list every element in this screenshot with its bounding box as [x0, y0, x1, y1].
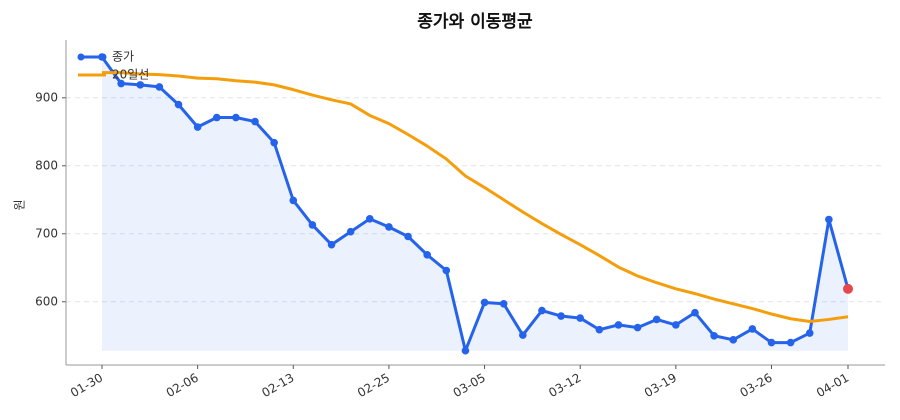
point — [212, 113, 221, 122]
point — [595, 325, 604, 334]
x-tick-label: 03-19 — [642, 371, 679, 401]
point — [346, 227, 355, 236]
chart-title: 종가와 이동평균 — [417, 12, 533, 32]
x-tick-label: 02-06 — [164, 371, 201, 401]
point — [557, 312, 565, 320]
y-tick-label: 600 — [35, 294, 58, 308]
legend-label: 종가 — [112, 50, 134, 64]
point — [729, 336, 738, 344]
point — [748, 325, 757, 333]
point — [633, 323, 642, 332]
point — [404, 232, 412, 241]
point — [385, 223, 393, 231]
point — [672, 321, 680, 329]
y-tick-label: 800 — [35, 158, 58, 172]
point — [710, 331, 718, 340]
point — [232, 113, 240, 122]
point — [480, 298, 489, 307]
point — [499, 300, 508, 308]
point — [519, 331, 527, 339]
point — [652, 315, 661, 324]
y-tick-label: 700 — [35, 226, 58, 240]
y-axis-label: 원 — [13, 199, 27, 210]
point — [767, 338, 776, 347]
point — [136, 81, 145, 89]
point — [691, 308, 699, 317]
x-tick-label: 03-12 — [546, 371, 583, 401]
point — [193, 123, 202, 131]
point — [270, 138, 278, 147]
point — [155, 83, 164, 91]
point — [174, 100, 183, 109]
point — [843, 283, 853, 294]
point — [327, 240, 336, 249]
point — [117, 79, 125, 88]
series-line — [102, 71, 849, 323]
point — [614, 321, 623, 329]
area-fill — [102, 56, 848, 351]
point — [825, 215, 833, 224]
x-tick-label: 03-26 — [738, 371, 775, 401]
point — [538, 306, 546, 315]
legend-marker — [99, 53, 107, 61]
x-tick-label: 02-25 — [355, 371, 392, 401]
x-tick-label: 01-30 — [68, 371, 105, 401]
point — [805, 329, 814, 337]
x-tick-label: 03-05 — [451, 371, 488, 401]
point — [365, 215, 374, 223]
point — [786, 338, 795, 347]
point — [442, 266, 451, 275]
legend-marker — [77, 53, 85, 61]
x-tick-label: 04-01 — [814, 371, 851, 401]
point — [251, 117, 259, 126]
legend-label: 20일선 — [112, 68, 149, 82]
x-tick-label: 02-13 — [259, 371, 296, 401]
point — [461, 346, 470, 355]
point — [423, 251, 431, 259]
point — [289, 196, 298, 205]
point — [308, 221, 317, 229]
y-tick-label: 900 — [35, 90, 58, 104]
series-line — [100, 56, 850, 353]
point — [576, 314, 585, 322]
